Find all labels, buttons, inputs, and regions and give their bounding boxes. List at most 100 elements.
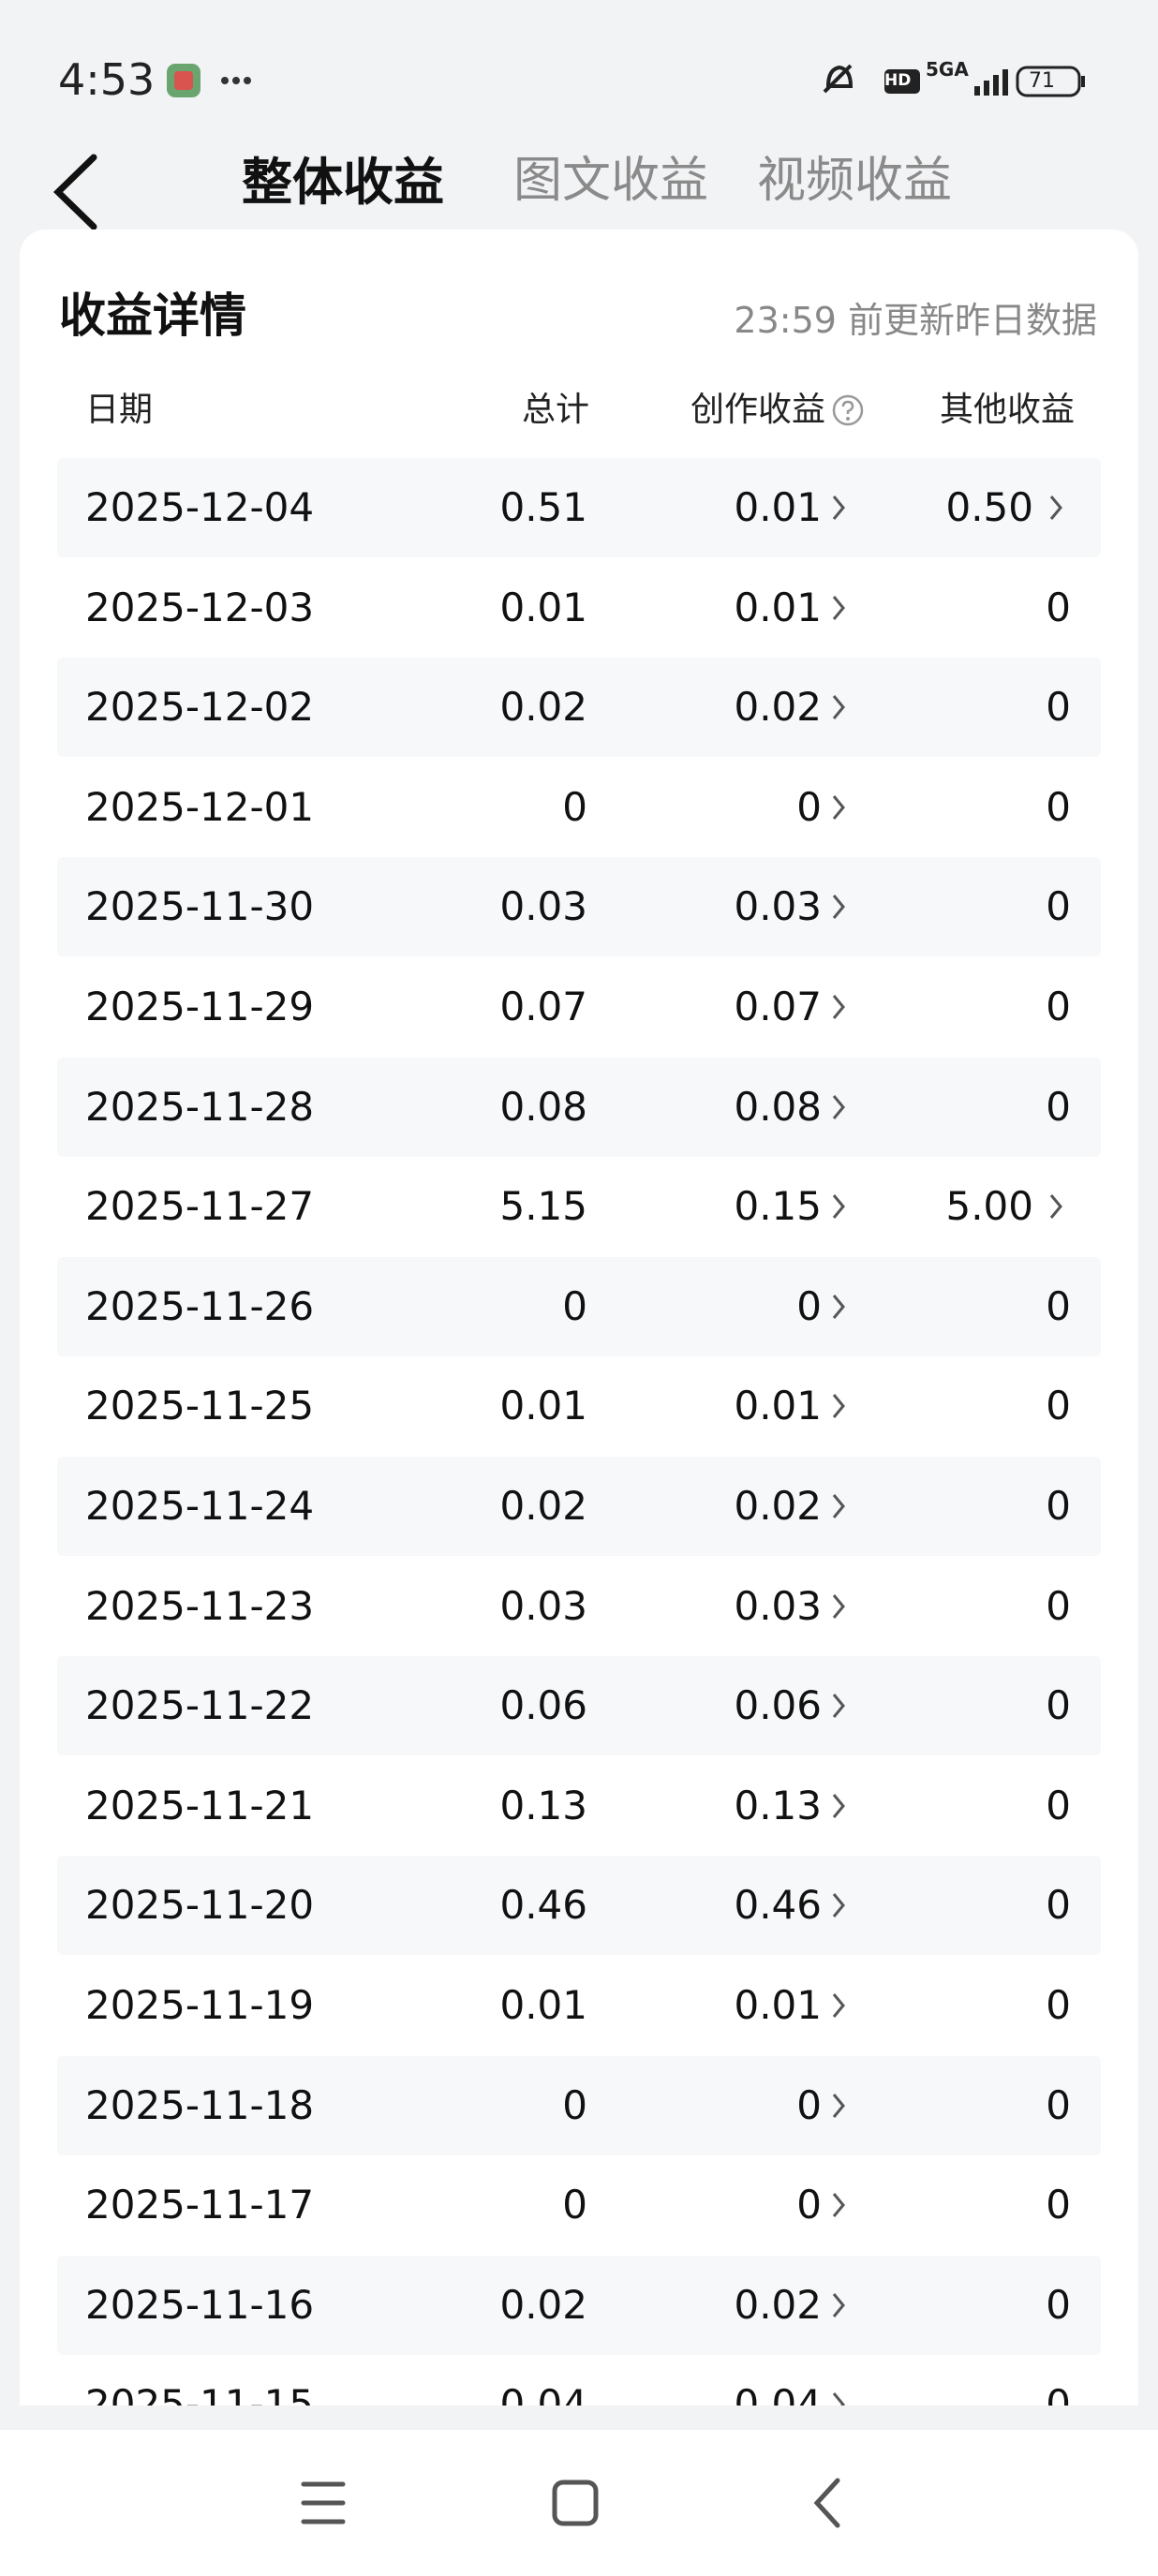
creation: 0.02: [734, 1483, 822, 1529]
chevron: [832, 2193, 845, 2218]
other: 0: [1046, 1882, 1071, 1929]
date: 2025-11-16: [85, 2281, 315, 2328]
back-button[interactable]: [49, 150, 105, 234]
creation: 0.03: [734, 883, 822, 930]
total: 0.02: [499, 2281, 587, 2328]
chevron: [832, 1194, 845, 1220]
total: 0: [562, 1282, 587, 1329]
date: 2025-11-22: [85, 1682, 315, 1729]
tab[interactable]: 图文收益: [513, 153, 709, 209]
date: 2025-11-20: [85, 1882, 315, 1929]
creation: 0.02: [734, 684, 822, 731]
other: 0: [1046, 1682, 1071, 1729]
creation: 0: [796, 2081, 822, 2128]
table-row: 2025-11-17 0 0 0: [57, 2155, 1101, 2255]
creation: 0.01: [734, 1982, 822, 2028]
date: 2025-11-28: [85, 1083, 315, 1130]
chevron: [832, 2093, 845, 2118]
header-date: 日期: [85, 391, 154, 429]
creation: 0.13: [734, 1782, 822, 1828]
chevron: [832, 1694, 845, 1719]
chevron: [832, 895, 845, 920]
status-icons-left: [167, 64, 251, 97]
chevron: [832, 1893, 845, 1918]
total: 0.03: [499, 883, 587, 930]
other: 0: [1046, 684, 1071, 731]
creation: 0.08: [734, 1083, 822, 1130]
status-time: 4:53: [58, 54, 156, 105]
total: 0.46: [499, 1882, 587, 1929]
card-title: 收益详情: [59, 289, 246, 343]
chevron: [832, 496, 845, 520]
other: 0: [1046, 984, 1071, 1029]
table-body: 2025-12-04 0.51 0.01 0.50 2025-12-03 0.01 0.01…: [20, 458, 1138, 2406]
table-row: 2025-12-01 0 0 0: [57, 758, 1101, 857]
creation: 0: [796, 1282, 822, 1329]
total: 0: [562, 783, 587, 830]
date: 2025-12-04: [85, 484, 315, 530]
date: 2025-11-24: [85, 1483, 315, 1529]
table-row: 2025-11-27 5.15 0.15 5.00: [57, 1157, 1101, 1256]
total: 0.08: [499, 1083, 587, 1130]
creation: 0.03: [734, 1582, 822, 1629]
creation: 0.04: [734, 2381, 822, 2406]
total: 0.06: [499, 1682, 587, 1729]
total: 0.01: [499, 1383, 587, 1429]
creation: 0.01: [734, 484, 822, 530]
table-row: 2025-11-29 0.07 0.07 0: [57, 957, 1101, 1057]
date: 2025-11-30: [85, 883, 315, 930]
total: 0.01: [499, 1982, 587, 2028]
chevron: [1049, 1194, 1062, 1220]
chevron: [832, 1494, 845, 1518]
total: 0.02: [499, 684, 587, 731]
other: 0: [1046, 1982, 1071, 2028]
table-row: 2025-11-21 0.13 0.13 0: [57, 1756, 1101, 1856]
update-note: 23:59 前更新昨日数据: [734, 300, 1097, 341]
table-row: 2025-11-15 0.04 0.04 0: [57, 2355, 1101, 2406]
chevron: [832, 1993, 845, 2018]
table-row: 2025-11-22 0.06 0.06 0: [57, 1656, 1101, 1756]
total: 0.04: [499, 2381, 587, 2406]
tab[interactable]: 视频收益: [757, 153, 953, 209]
other: 0: [1046, 2081, 1071, 2128]
help-icon[interactable]: [831, 393, 865, 427]
chevron: [832, 794, 845, 820]
other: 0: [1046, 1282, 1071, 1329]
other: 0: [1046, 1483, 1071, 1529]
chevron: [832, 1394, 845, 1419]
other: 0: [1046, 1582, 1071, 1629]
total: 5.15: [499, 1183, 587, 1230]
date: 2025-11-26: [85, 1282, 315, 1329]
other: 0: [1046, 2182, 1071, 2228]
chevron: [832, 2392, 845, 2406]
chevron: [832, 695, 845, 720]
total: 0: [562, 2081, 587, 2128]
chevron: [832, 1094, 845, 1119]
table-row: 2025-11-18 0 0 0: [57, 2055, 1101, 2155]
date: 2025-11-18: [85, 2081, 315, 2128]
table-row: 2025-12-04 0.51 0.01 0.50: [57, 458, 1101, 557]
header-creation: 创作收益: [690, 391, 825, 429]
other: 5.00: [945, 1183, 1033, 1230]
other: 0: [1046, 783, 1071, 830]
other: 0: [1046, 1083, 1071, 1130]
header-total: 总计: [521, 391, 589, 429]
other: 0.50: [945, 484, 1033, 530]
table-row: 2025-11-20 0.46 0.46 0: [57, 1856, 1101, 1956]
other: 0: [1046, 2381, 1071, 2406]
total: 0.01: [499, 584, 587, 630]
chevron: [832, 595, 845, 620]
other: 0: [1046, 1383, 1071, 1429]
status-battery: 71: [1029, 69, 1055, 93]
date: 2025-11-17: [85, 2182, 315, 2228]
card: 收益详情 23:59 前更新昨日数据 日期 总计 创作收益 其他收益 2025-12-…: [20, 229, 1138, 2406]
date: 2025-11-19: [85, 1982, 315, 2028]
total: 0.13: [499, 1782, 587, 1828]
creation: 0.46: [734, 1882, 822, 1929]
total: 0: [562, 2182, 587, 2228]
creation: 0.15: [734, 1183, 822, 1230]
creation: 0.02: [734, 2281, 822, 2328]
tab-active[interactable]: 整体收益: [242, 153, 444, 212]
total: 0.02: [499, 1483, 587, 1529]
status-icons-right: [823, 64, 1085, 97]
